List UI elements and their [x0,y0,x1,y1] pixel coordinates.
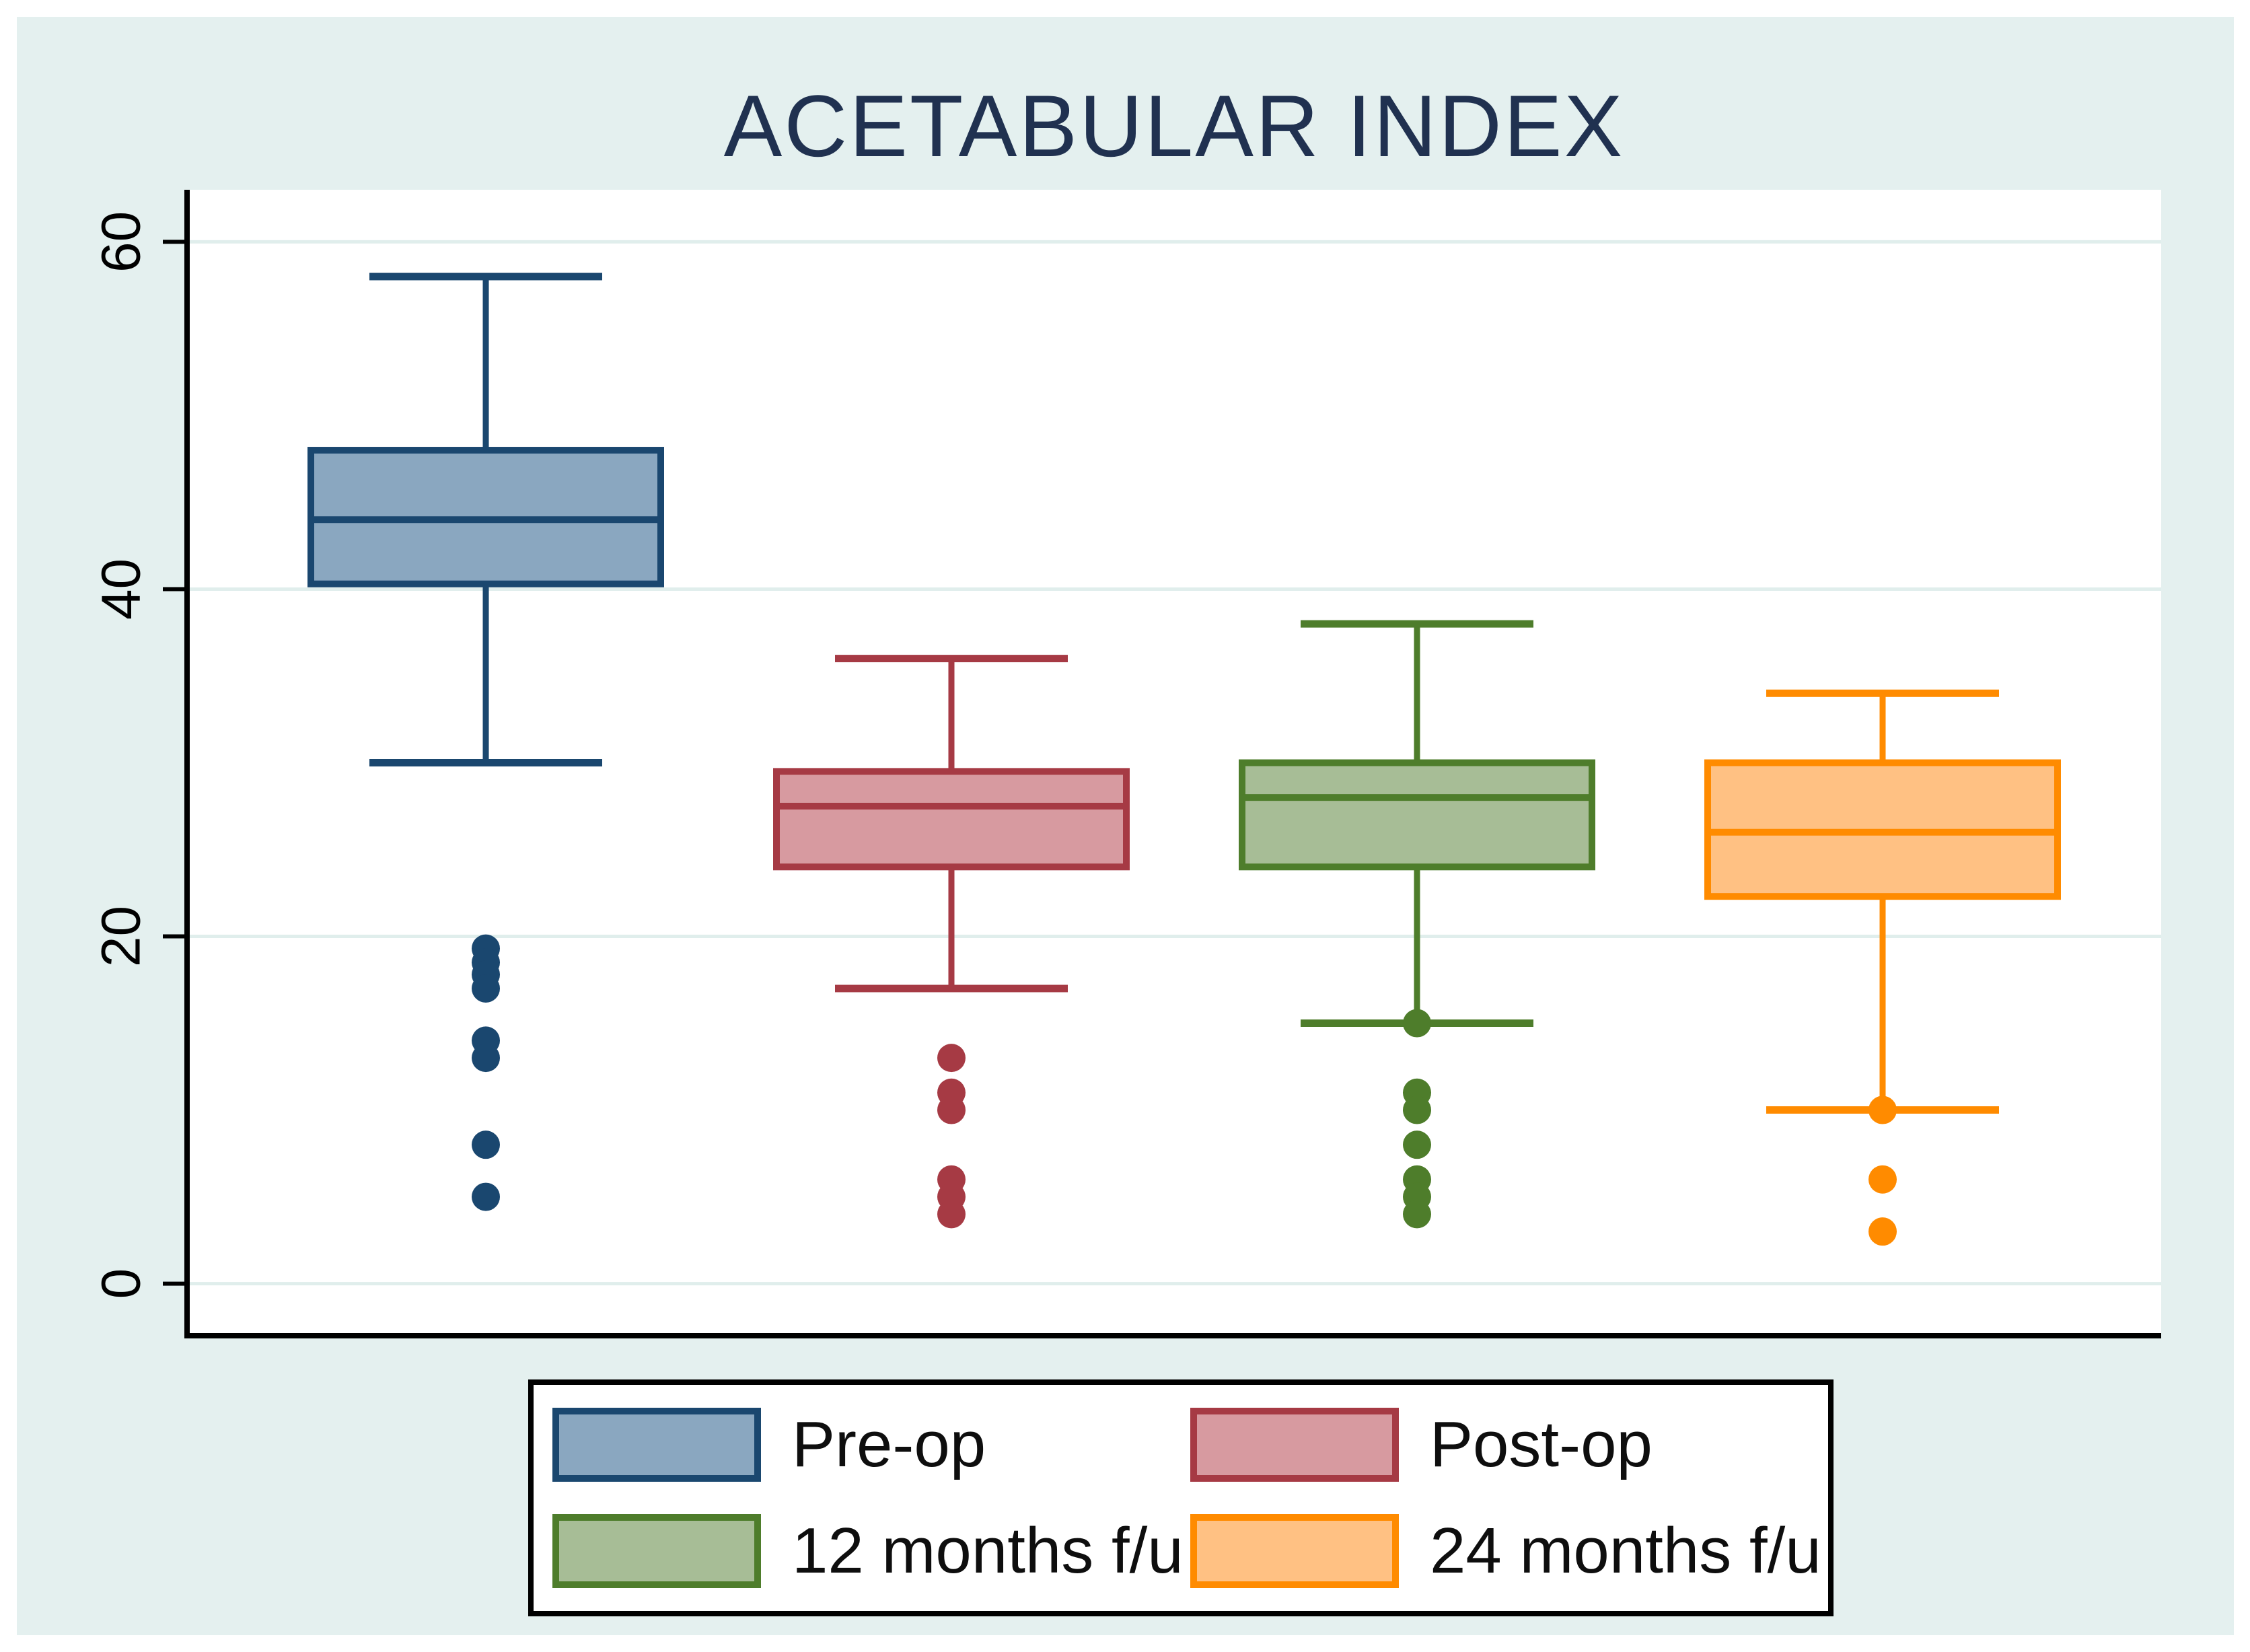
chart-title: ACETABULAR INDEX [723,77,1625,175]
y-tick-label: 20 [91,906,152,967]
legend-item-pre-op: Pre-op [552,1408,1190,1482]
legend-swatch [1190,1408,1399,1482]
legend-swatch [552,1408,761,1482]
outlier-dot [937,1044,966,1073]
outlier-dot [472,1130,500,1159]
legend-swatch [1190,1514,1399,1588]
iqr-box [773,768,1130,871]
outlier-dot [1868,1165,1897,1194]
outlier-dot [1403,1009,1431,1038]
y-tick-label: 60 [91,211,152,273]
boxplot-pre-op [307,273,664,1211]
boxplot-24-months-f-u [1704,689,2061,1246]
outlier-dot [472,974,500,1003]
outlier-dot [937,1200,966,1229]
outlier-dot [1868,1217,1897,1246]
outlier-dot [1403,1096,1431,1124]
outlier-dot [1403,1130,1431,1159]
legend-label: Post-op [1430,1408,1653,1480]
boxplot-12-months-f-u [1239,620,1595,1229]
legend-label: 12 months f/u [792,1515,1184,1587]
y-tick-label: 0 [91,1268,152,1299]
outlier-dot [1403,1200,1431,1229]
y-tick-label: 40 [91,559,152,620]
legend-swatch [552,1514,761,1588]
legend: Pre-op Post-op 12 months f/u 24 months f/u [528,1379,1834,1616]
legend-label: 24 months f/u [1430,1515,1821,1587]
legend-item-post-op: Post-op [1190,1408,1828,1482]
boxplot-post-op [773,655,1130,1229]
outlier-dot [1868,1096,1897,1124]
outlier-dot [472,1182,500,1211]
iqr-box [1239,759,1595,871]
outlier-dot [937,1096,966,1124]
legend-label: Pre-op [792,1408,986,1480]
legend-item-24-months-f-u: 24 months f/u [1190,1514,1828,1588]
outlier-dot [472,1044,500,1073]
legend-item-12-months-f-u: 12 months f/u [552,1514,1190,1588]
